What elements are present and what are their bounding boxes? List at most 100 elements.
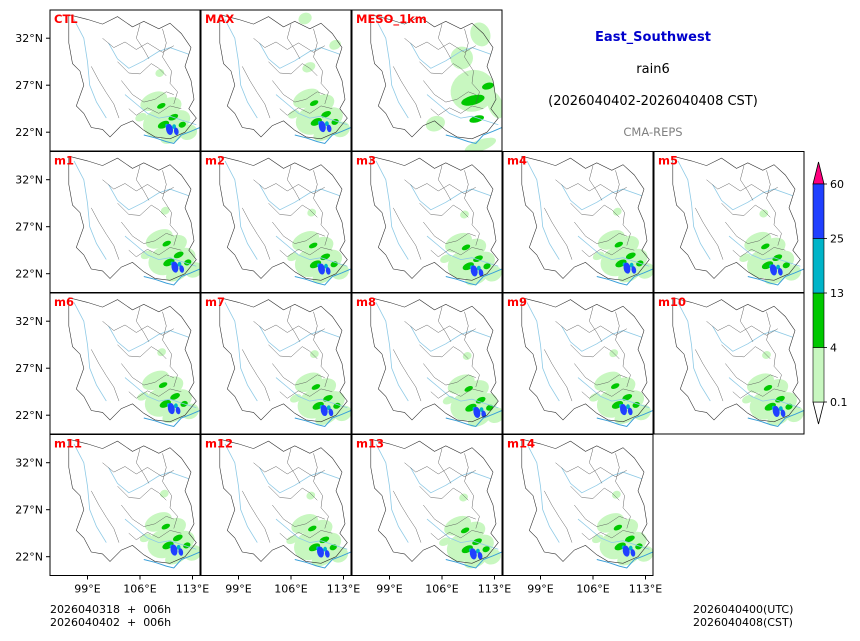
rain-very-heavy-region bbox=[622, 545, 630, 557]
panel-m7: m7 bbox=[200, 292, 352, 435]
rain-very-heavy-region bbox=[324, 550, 330, 558]
colorbar: 0.1 4 13 25 60 bbox=[812, 161, 848, 425]
rain-heavy-region bbox=[778, 406, 783, 411]
colorbar-level-label: 13 bbox=[830, 287, 844, 300]
valid-time-utc: 2026040400(UTC) bbox=[693, 603, 794, 616]
init-time-cst: 2026040402 + 006h bbox=[50, 616, 172, 629]
rain-moderate-region bbox=[761, 243, 770, 250]
rain-heavy-region bbox=[476, 548, 480, 554]
rain-moderate-region bbox=[323, 394, 333, 402]
rain-heavy-region bbox=[324, 263, 328, 269]
rain-moderate-region bbox=[635, 543, 643, 550]
rain-very-heavy-region bbox=[478, 269, 484, 277]
y-tick-label: 32°N bbox=[15, 457, 43, 470]
rain-moderate-region bbox=[308, 242, 318, 249]
rain-light-region bbox=[742, 394, 754, 404]
colorbar-segment bbox=[812, 292, 825, 348]
rain-light-region bbox=[135, 112, 147, 122]
y-tick-label: 27°N bbox=[15, 504, 43, 517]
rain-moderate-region bbox=[475, 396, 486, 404]
rain-light-region bbox=[460, 210, 469, 219]
rain-moderate-region bbox=[625, 252, 636, 260]
rain-very-heavy-region bbox=[317, 546, 324, 558]
rain-heavy-region bbox=[325, 121, 329, 127]
rain-moderate-region bbox=[483, 263, 491, 270]
rain-moderate-region bbox=[464, 386, 473, 392]
x-tick-label: 99°E bbox=[225, 583, 251, 596]
rain-very-heavy-region bbox=[325, 267, 331, 275]
rain-very-heavy-region bbox=[175, 406, 181, 415]
rain-heavy-region bbox=[172, 124, 176, 129]
rain-light-region bbox=[486, 91, 502, 119]
colorbar-segment bbox=[812, 238, 825, 294]
rain-light-region bbox=[483, 548, 501, 565]
rain-light-region bbox=[157, 348, 166, 357]
panel-label: MESO_1km bbox=[356, 12, 427, 27]
rain-very-heavy-region bbox=[620, 404, 627, 416]
rain-moderate-region bbox=[482, 546, 490, 553]
rain-light-region bbox=[306, 491, 316, 500]
y-tick-label: 22°N bbox=[15, 268, 43, 281]
rain-light-region bbox=[636, 546, 653, 562]
rain-light-region bbox=[334, 405, 351, 422]
rain-moderate-region bbox=[170, 393, 180, 400]
rain-moderate-region bbox=[782, 262, 790, 269]
rain-very-heavy-region bbox=[167, 403, 175, 415]
rain-moderate-region bbox=[162, 240, 171, 247]
rain-very-heavy-region bbox=[470, 265, 478, 277]
rain-moderate-region bbox=[763, 385, 773, 391]
info-period: (2026040402-2026040408 CST) bbox=[548, 94, 758, 109]
y-tick-label: 32°N bbox=[15, 174, 43, 187]
rain-moderate-region bbox=[775, 395, 785, 403]
rain-heavy-region bbox=[476, 265, 481, 271]
rain-very-heavy-region bbox=[170, 544, 178, 556]
x-tick-label: 113°E bbox=[478, 583, 511, 596]
y-tick-label: 22°N bbox=[15, 409, 43, 422]
rain-moderate-region bbox=[319, 536, 330, 544]
rain-very-heavy-region bbox=[326, 124, 332, 133]
rain-heavy-region bbox=[326, 405, 331, 411]
rain-light-region bbox=[137, 392, 149, 401]
rain-moderate-region bbox=[625, 535, 635, 543]
panel-label: m9 bbox=[507, 295, 527, 309]
rain-moderate-region bbox=[161, 523, 171, 530]
rain-moderate-region bbox=[309, 100, 319, 106]
rain-light-region bbox=[302, 62, 316, 73]
y-tick-label: 22°N bbox=[15, 551, 43, 564]
panel-ctl: CTL bbox=[49, 9, 201, 152]
rain-light-region bbox=[286, 535, 298, 545]
rain-moderate-region bbox=[173, 251, 184, 259]
panel-label: m8 bbox=[356, 295, 376, 309]
panel-m14: m14 bbox=[502, 434, 654, 576]
panel-label: m3 bbox=[356, 154, 376, 168]
panel-m12: m12 bbox=[200, 434, 352, 576]
x-tick-label: 106°E bbox=[425, 583, 458, 596]
rain-light-region bbox=[442, 395, 455, 405]
panel-meso-1km: MESO_1km bbox=[351, 9, 503, 152]
panel-m2: m2 bbox=[200, 151, 352, 293]
rain-very-heavy-region bbox=[777, 268, 783, 276]
colorbar-extend-max bbox=[812, 161, 825, 185]
rain-light-region bbox=[155, 69, 165, 77]
panel-max: MAX bbox=[200, 9, 352, 152]
colorbar-level-label: 0.1 bbox=[830, 396, 848, 409]
rain-very-heavy-region bbox=[469, 548, 477, 560]
panel-label: MAX bbox=[205, 12, 234, 26]
rain-moderate-region bbox=[172, 534, 183, 542]
panel-label: m6 bbox=[54, 295, 74, 309]
rain-light-region bbox=[159, 489, 169, 498]
rain-light-region bbox=[450, 46, 473, 70]
rain-light-region bbox=[310, 350, 319, 359]
rain-heavy-region bbox=[176, 544, 181, 550]
rain-moderate-region bbox=[308, 525, 317, 532]
panel-m1: m1 bbox=[49, 151, 201, 293]
rain-light-region bbox=[637, 263, 653, 279]
rain-heavy-region bbox=[323, 546, 327, 552]
x-tick-label: 99°E bbox=[527, 583, 553, 596]
rain-light-region bbox=[612, 207, 622, 216]
rain-light-region bbox=[160, 206, 170, 215]
x-tick-label: 99°E bbox=[376, 583, 402, 596]
rain-light-region bbox=[329, 39, 341, 50]
colorbar-level-label: 25 bbox=[830, 233, 844, 246]
